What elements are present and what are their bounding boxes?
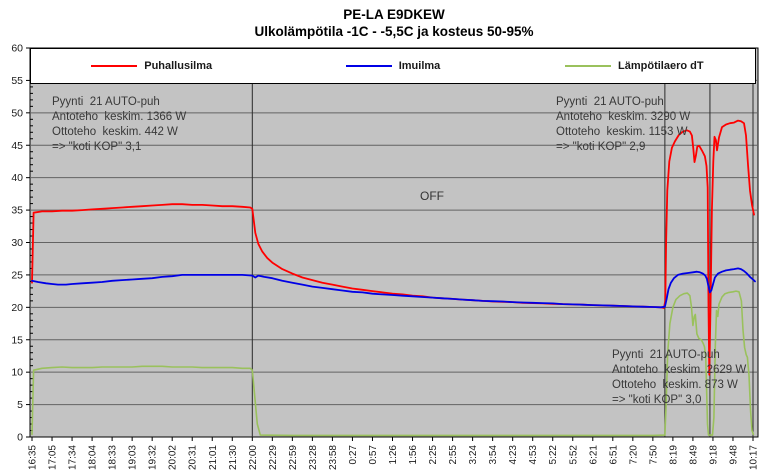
x-tick-label: 9:18 xyxy=(708,445,719,465)
x-tick-label: 0:57 xyxy=(368,445,379,465)
x-tick-label: 1:26 xyxy=(388,445,399,465)
x-tick-label: 7:20 xyxy=(628,445,639,465)
legend-line-icon xyxy=(565,65,612,67)
chart-title: PE-LA E9DKEW xyxy=(343,7,445,22)
x-tick-label: 6:21 xyxy=(588,445,599,465)
annotation-line: Antoteho keskim. 2629 W xyxy=(612,364,747,376)
legend-label: Puhallusilma xyxy=(144,60,213,72)
y-tick-label: 55 xyxy=(11,75,23,87)
legend-label: Imuilma xyxy=(398,60,441,72)
chart-legend: Puhallusilma Imuilma Lämpötilaero dT xyxy=(30,48,756,84)
x-tick-label: 3:54 xyxy=(488,445,499,465)
x-tick-label: 23:58 xyxy=(328,445,339,470)
x-tick-label: 2:25 xyxy=(428,445,439,465)
x-tick-label: 16:35 xyxy=(28,445,39,470)
legend-item-Puhallusilma: Puhallusilma xyxy=(31,60,272,72)
y-tick-label: 15 xyxy=(11,334,23,346)
y-tick-label: 30 xyxy=(11,237,23,249)
legend-line-icon xyxy=(91,65,138,67)
x-tick-label: 9:48 xyxy=(728,445,739,465)
annotation-line: => "koti KOP" 3,0 xyxy=(612,394,702,406)
legend-line-icon xyxy=(345,65,392,67)
x-tick-label: 5:52 xyxy=(568,445,579,465)
y-tick-label: 20 xyxy=(11,302,23,314)
x-tick-label: 18:04 xyxy=(88,445,99,470)
y-tick-label: 0 xyxy=(17,432,23,444)
x-tick-label: 3:24 xyxy=(468,445,479,465)
x-tick-label: 8:19 xyxy=(668,445,679,465)
annotation-line: Pyynti 21 AUTO-puh xyxy=(612,349,720,361)
y-tick-label: 50 xyxy=(11,107,23,119)
x-tick-label: 22:29 xyxy=(268,445,279,470)
series-Imuilma xyxy=(31,267,756,309)
annotation-line: Antoteho keskim. 3290 W xyxy=(556,111,691,123)
x-tick-label: 20:02 xyxy=(168,445,179,470)
x-tick-label: 23:28 xyxy=(308,445,319,470)
x-tick-label: 0:27 xyxy=(348,445,359,465)
x-tick-label: 1:56 xyxy=(408,445,419,465)
x-tick-label: 19:03 xyxy=(128,445,139,470)
x-tick-label: 4:23 xyxy=(508,445,519,465)
annotation-line: => "koti KOP" 3,1 xyxy=(52,141,142,153)
x-tick-label: 6:51 xyxy=(608,445,619,465)
annotation-period3: Pyynti 21 AUTO-puh Antoteho keskim. 2629… xyxy=(612,348,746,408)
chart-subtitle: Ulkolämpötila -1C - -5,5C ja kosteus 50-… xyxy=(254,24,534,39)
y-tick-label: 25 xyxy=(11,269,23,281)
annotation-line: Ottoteho keskim. 873 W xyxy=(612,379,738,391)
x-tick-label: 8:49 xyxy=(688,445,699,465)
x-tick-label: 20:31 xyxy=(188,445,199,470)
annotation-period1: Pyynti 21 AUTO-puh Antoteho keskim. 1366… xyxy=(52,95,186,155)
y-tick-label: 40 xyxy=(11,172,23,184)
y-tick-label: 5 xyxy=(17,399,23,411)
x-tick-label: 18:33 xyxy=(108,445,119,470)
x-tick-label: 7:50 xyxy=(648,445,659,465)
x-tick-label: 19:32 xyxy=(148,445,159,470)
x-tick-label: 2:55 xyxy=(448,445,459,465)
x-tick-label: 17:05 xyxy=(48,445,59,470)
x-tick-label: 21:01 xyxy=(208,445,219,470)
x-tick-label: 5:22 xyxy=(548,445,559,465)
y-tick-label: 45 xyxy=(11,140,23,152)
x-tick-label: 10:17 xyxy=(749,445,760,470)
x-tick-label: 4:53 xyxy=(528,445,539,465)
y-tick-label: 10 xyxy=(11,367,23,379)
annotation-line: Ottoteho keskim. 1153 W xyxy=(556,126,688,138)
x-tick-label: 22:59 xyxy=(288,445,299,470)
x-tick-label: 21:30 xyxy=(228,445,239,470)
annotation-period2: Pyynti 21 AUTO-puh Antoteho keskim. 3290… xyxy=(556,95,690,155)
annotation-line: Pyynti 21 AUTO-puh xyxy=(556,96,664,108)
series-Lämpötilaero dT xyxy=(31,290,755,437)
annotation-line: => "koti KOP" 2,9 xyxy=(556,141,646,153)
y-tick-label: 35 xyxy=(11,205,23,217)
legend-label: Lämpötilaero dT xyxy=(618,60,704,72)
legend-item-Imuilma: Imuilma xyxy=(272,60,513,72)
annotation-line: Antoteho keskim. 1366 W xyxy=(52,111,187,123)
annotation-line: Ottoteho keskim. 442 W xyxy=(52,126,178,138)
annotation-line: Pyynti 21 AUTO-puh xyxy=(52,96,160,108)
y-tick-label: 60 xyxy=(11,43,23,55)
legend-item-Lämpötilaero dT: Lämpötilaero dT xyxy=(514,60,755,72)
x-tick-label: 22:00 xyxy=(248,445,259,470)
x-tick-label: 17:34 xyxy=(68,445,79,470)
off-label: OFF xyxy=(420,189,444,203)
